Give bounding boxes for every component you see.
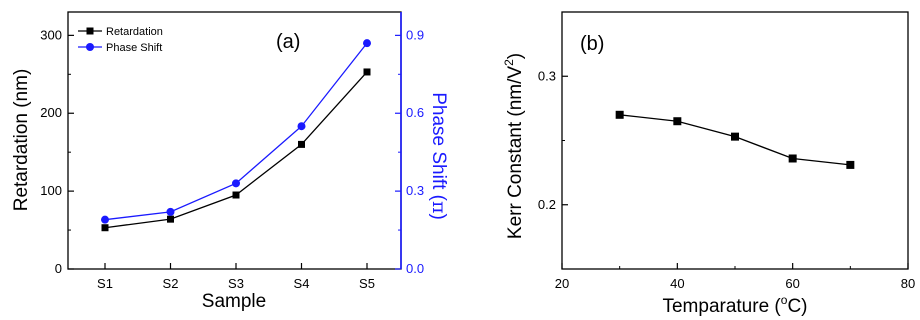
chart-b-x-tick-label: 60 [785, 276, 799, 291]
legend-phase-shift-label: Phase Shift [106, 42, 162, 54]
chart-b-y-axis-title-sup: 2 [502, 59, 516, 66]
chart-b-x-tick-label: 80 [901, 276, 915, 291]
chart-b-x-axis-title-sup: o [781, 293, 788, 307]
chart-b-point [615, 110, 624, 119]
chart-b-y-axis-title-close: ) [505, 53, 526, 59]
chart-a-point-phase-shift [297, 122, 306, 131]
chart-a-y-tick-label: 0 [55, 261, 62, 276]
chart-b-point [673, 117, 682, 126]
chart-b: 20 40 60 80 0.2 0.3 (b) Temparature (oC) Ker… [502, 11, 915, 317]
chart-a-point-retardation [232, 191, 240, 199]
chart-b-x-axis-title-unit: C) [787, 296, 807, 317]
chart-b-x-tick-label: 20 [555, 276, 569, 291]
chart-a-point-phase-shift [363, 39, 371, 48]
chart-a-y-tick-label: 200 [40, 105, 62, 120]
chart-a-point-retardation [101, 224, 109, 232]
chart-a-series-line-1 [104, 71, 368, 229]
chart-a-point-retardation [363, 68, 371, 76]
chart-a-y-axis-right-title-symbol: π [428, 201, 450, 214]
chart-a-point-retardation [298, 140, 305, 148]
chart-a-y-axis-right-title-close: ) [428, 213, 449, 219]
chart-a-x-tick-label: S3 [228, 276, 244, 291]
chart-a-y-right-tick-label: 0.3 [406, 183, 424, 198]
chart-a-y-tick-label: 300 [40, 27, 62, 42]
chart-b-point [846, 160, 855, 169]
chart-b-point [788, 154, 797, 163]
chart-a-x-tick-label: S1 [97, 276, 113, 291]
chart-a-x-tick-label: S4 [294, 276, 310, 291]
chart-a-legend: Retardation Phase Shift [78, 26, 163, 54]
chart-a-panel-label: (a) [276, 31, 300, 53]
chart-a-point-phase-shift [232, 179, 240, 188]
chart-a-point-phase-shift [166, 207, 175, 216]
chart-a-y-right-tick-label: 0.9 [406, 27, 424, 42]
legend-retardation-label: Retardation [106, 26, 163, 38]
chart-a-x-tick-label: S2 [163, 276, 179, 291]
chart-b-y-axis-title: Kerr Constant (nm/V2) [502, 53, 526, 239]
chart-a-x-axis-title: Sample [202, 291, 266, 312]
chart-b-y-tick-label: 0.2 [538, 197, 556, 212]
chart-a-point-retardation [167, 215, 174, 223]
chart-a-y-axis-right-title: Phase Shift (π) [428, 92, 450, 220]
chart-b-y-axis-title-main: Kerr Constant (nm/V [505, 66, 526, 239]
chart-a-y-axis-right-title-main: Phase Shift ( [428, 92, 449, 201]
chart-b-point [731, 132, 739, 141]
chart-a-y-right-tick-label: 0.6 [406, 105, 424, 120]
chart-a-y-tick-label: 100 [40, 183, 62, 198]
chart-a-y-axis-title: Retardation (nm) [11, 69, 32, 212]
chart-a-x-tick-label: S5 [359, 276, 375, 291]
chart-a: S1 S2 S3 S4 S5 0 100 200 300 0.0 0.3 0.6 0.9 (a) S… [11, 11, 450, 312]
chart-b-x-tick-label: 40 [670, 276, 684, 291]
chart-b-x-axis-title-main: Temparature ( [662, 296, 781, 317]
chart-a-point-phase-shift [101, 215, 109, 224]
legend-retardation-marker [86, 27, 94, 35]
chart-b-y-tick-label: 0.3 [538, 68, 556, 83]
legend-phase-shift-marker [86, 43, 94, 51]
chart-b-panel-label: (b) [580, 33, 604, 55]
chart-b-x-axis-title: Temparature (oC) [662, 293, 807, 317]
chart-a-y-right-tick-label: 0.0 [406, 261, 424, 276]
